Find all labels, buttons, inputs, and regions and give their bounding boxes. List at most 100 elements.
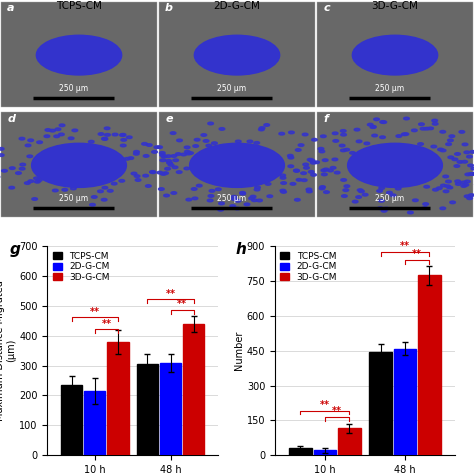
Circle shape [452,158,458,161]
Circle shape [259,127,265,129]
Y-axis label: Maximum Distance Migrated
(μm): Maximum Distance Migrated (μm) [0,280,17,421]
Circle shape [71,187,76,190]
Circle shape [165,155,171,157]
Circle shape [176,171,182,173]
Circle shape [411,129,417,132]
Circle shape [449,135,455,137]
Circle shape [379,200,384,202]
Circle shape [377,207,383,210]
Circle shape [387,191,392,194]
Circle shape [163,172,168,174]
Circle shape [250,195,256,198]
Circle shape [120,134,126,136]
Circle shape [293,169,299,172]
Circle shape [468,173,474,175]
Circle shape [172,166,178,169]
Circle shape [448,156,454,159]
Text: **: ** [320,400,330,410]
Circle shape [332,158,338,161]
Circle shape [319,150,325,153]
Circle shape [58,133,64,136]
Circle shape [112,133,118,136]
Circle shape [341,179,346,181]
Circle shape [157,146,163,148]
Circle shape [127,136,132,138]
Circle shape [287,155,293,157]
Circle shape [50,129,55,132]
Circle shape [240,192,246,195]
Circle shape [295,149,301,151]
Circle shape [323,168,329,171]
Circle shape [288,165,294,168]
Circle shape [342,195,347,197]
Text: 250 μm: 250 μm [217,194,246,203]
Circle shape [306,188,312,191]
Circle shape [170,132,176,135]
Circle shape [367,123,373,126]
Circle shape [35,181,40,183]
Circle shape [377,190,383,192]
Circle shape [36,35,122,75]
Circle shape [404,117,410,120]
Circle shape [280,189,286,192]
Circle shape [1,170,7,172]
Circle shape [280,174,285,177]
Circle shape [437,187,442,190]
Circle shape [352,35,438,75]
Circle shape [184,167,190,170]
Circle shape [244,203,250,206]
Circle shape [158,188,164,191]
Circle shape [461,185,467,187]
Circle shape [319,186,325,188]
Circle shape [281,191,286,193]
Text: 250 μm: 250 μm [375,194,404,203]
Circle shape [160,159,166,162]
Circle shape [28,139,34,142]
Circle shape [216,188,221,191]
Circle shape [207,199,213,202]
Circle shape [455,180,461,182]
Circle shape [454,165,460,167]
Circle shape [59,124,65,127]
Circle shape [186,198,191,201]
Circle shape [16,172,21,174]
Circle shape [396,135,401,137]
Circle shape [247,140,253,143]
Circle shape [311,138,317,141]
Circle shape [165,167,171,170]
Circle shape [450,201,456,204]
Circle shape [90,203,95,206]
Circle shape [171,191,177,194]
Circle shape [440,130,446,133]
Circle shape [255,186,260,189]
Circle shape [446,143,451,146]
Circle shape [310,162,316,164]
Circle shape [27,155,33,158]
Circle shape [288,156,294,159]
Circle shape [456,182,461,185]
Circle shape [186,152,191,155]
Circle shape [146,185,151,187]
Circle shape [181,153,186,156]
Circle shape [462,160,467,163]
Text: **: ** [400,241,410,251]
FancyBboxPatch shape [1,2,156,107]
Circle shape [445,185,450,188]
Circle shape [62,189,68,191]
Circle shape [131,172,137,175]
Circle shape [135,179,141,182]
Circle shape [307,158,313,161]
Bar [394,349,416,455]
Circle shape [240,191,246,194]
Circle shape [121,138,127,141]
Circle shape [159,152,165,154]
Circle shape [152,151,157,153]
Text: **: ** [332,406,342,416]
Circle shape [290,182,296,185]
Bar [418,275,441,455]
Circle shape [344,148,350,151]
Circle shape [381,210,387,212]
Circle shape [19,167,25,170]
Bar [107,342,128,455]
Circle shape [231,195,237,198]
